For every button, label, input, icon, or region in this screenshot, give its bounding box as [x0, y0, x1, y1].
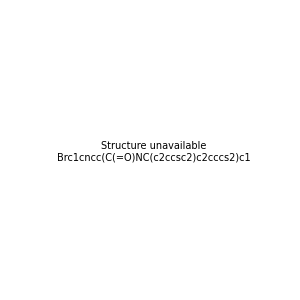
Text: Structure unavailable
Brc1cncc(C(=O)NC(c2ccsc2)c2cccs2)c1: Structure unavailable Brc1cncc(C(=O)NC(c… [57, 141, 250, 162]
